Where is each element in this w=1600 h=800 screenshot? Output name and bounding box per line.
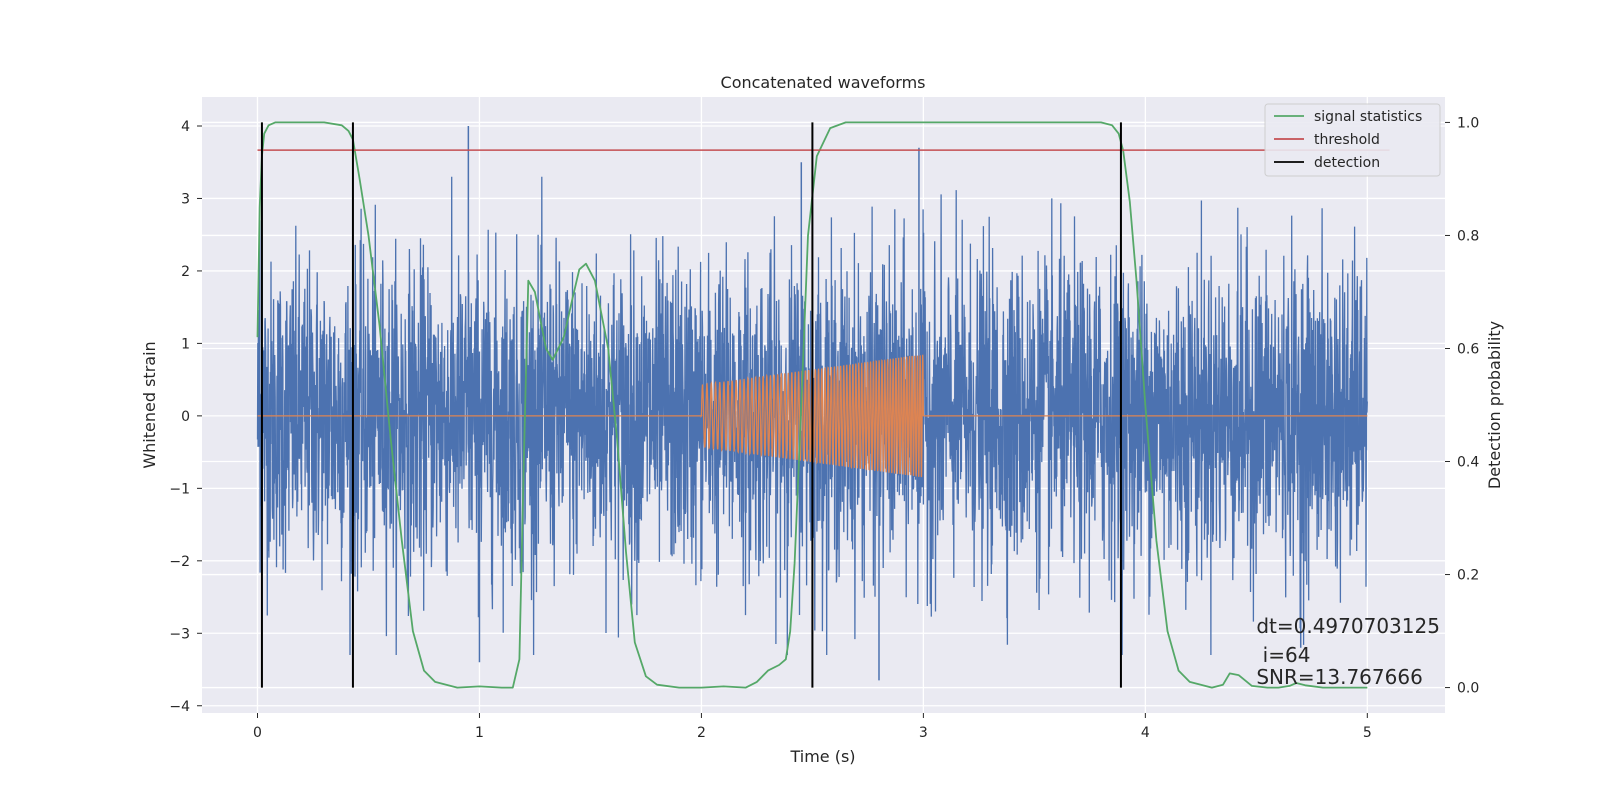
y2-tick-label: 0.6 — [1457, 341, 1479, 357]
y-tick-label: 2 — [181, 264, 190, 280]
y2-tick-label: 1.0 — [1457, 115, 1479, 131]
y-tick-label: −3 — [169, 626, 190, 642]
annotations: dt=0.4970703125 i=64 SNR=13.767666 — [1256, 614, 1440, 689]
y-axis-label: Whitened strain — [140, 341, 159, 468]
legend-box — [1264, 103, 1441, 177]
y-tick-label: 3 — [181, 191, 190, 207]
y-tick-label: 4 — [181, 119, 190, 135]
x-tick-label: 5 — [1363, 725, 1372, 741]
y-tick-label: −1 — [169, 481, 190, 497]
y-tick-label: 0 — [181, 409, 190, 425]
legend-label: signal statistics — [1314, 109, 1422, 125]
legend-label: detection — [1314, 155, 1380, 171]
signal-statistics-line — [256, 121, 1368, 689]
y-tick-label: 1 — [181, 336, 190, 352]
y2-tick-label: 0.8 — [1457, 228, 1479, 244]
chart-title: Concatenated waveforms — [721, 73, 926, 92]
annotation-i: i=64 — [1256, 643, 1310, 667]
y-tick-label: −4 — [169, 699, 190, 715]
y2-tick-label: 0.2 — [1457, 568, 1479, 584]
legend: signal statistics threshold detection — [1264, 103, 1441, 177]
x-tick-label: 4 — [1141, 725, 1150, 741]
annotation-dt: dt=0.4970703125 — [1256, 614, 1440, 638]
x-tick-label: 3 — [919, 725, 928, 741]
y2-tick-label: 0.4 — [1457, 455, 1479, 471]
y-tick-label: −2 — [169, 554, 190, 570]
signal-statistics-series — [256, 121, 1368, 689]
x-axis-label: Time (s) — [789, 747, 855, 766]
y2-axis-label: Detection probability — [1485, 321, 1504, 489]
detection-series — [260, 122, 1122, 688]
x-tick-label: 2 — [697, 725, 706, 741]
annotation-snr: SNR=13.767666 — [1256, 665, 1422, 689]
ticks: 0 1 2 3 4 5 −4 −3 −2 −1 0 1 2 3 4 0.0 0.2 0.4 0.6 0.8 1.0 — [169, 115, 1479, 741]
legend-label: threshold — [1314, 132, 1380, 148]
x-tick-label: 0 — [253, 725, 262, 741]
y2-tick-label: 0.0 — [1457, 681, 1479, 697]
x-tick-label: 1 — [475, 725, 484, 741]
